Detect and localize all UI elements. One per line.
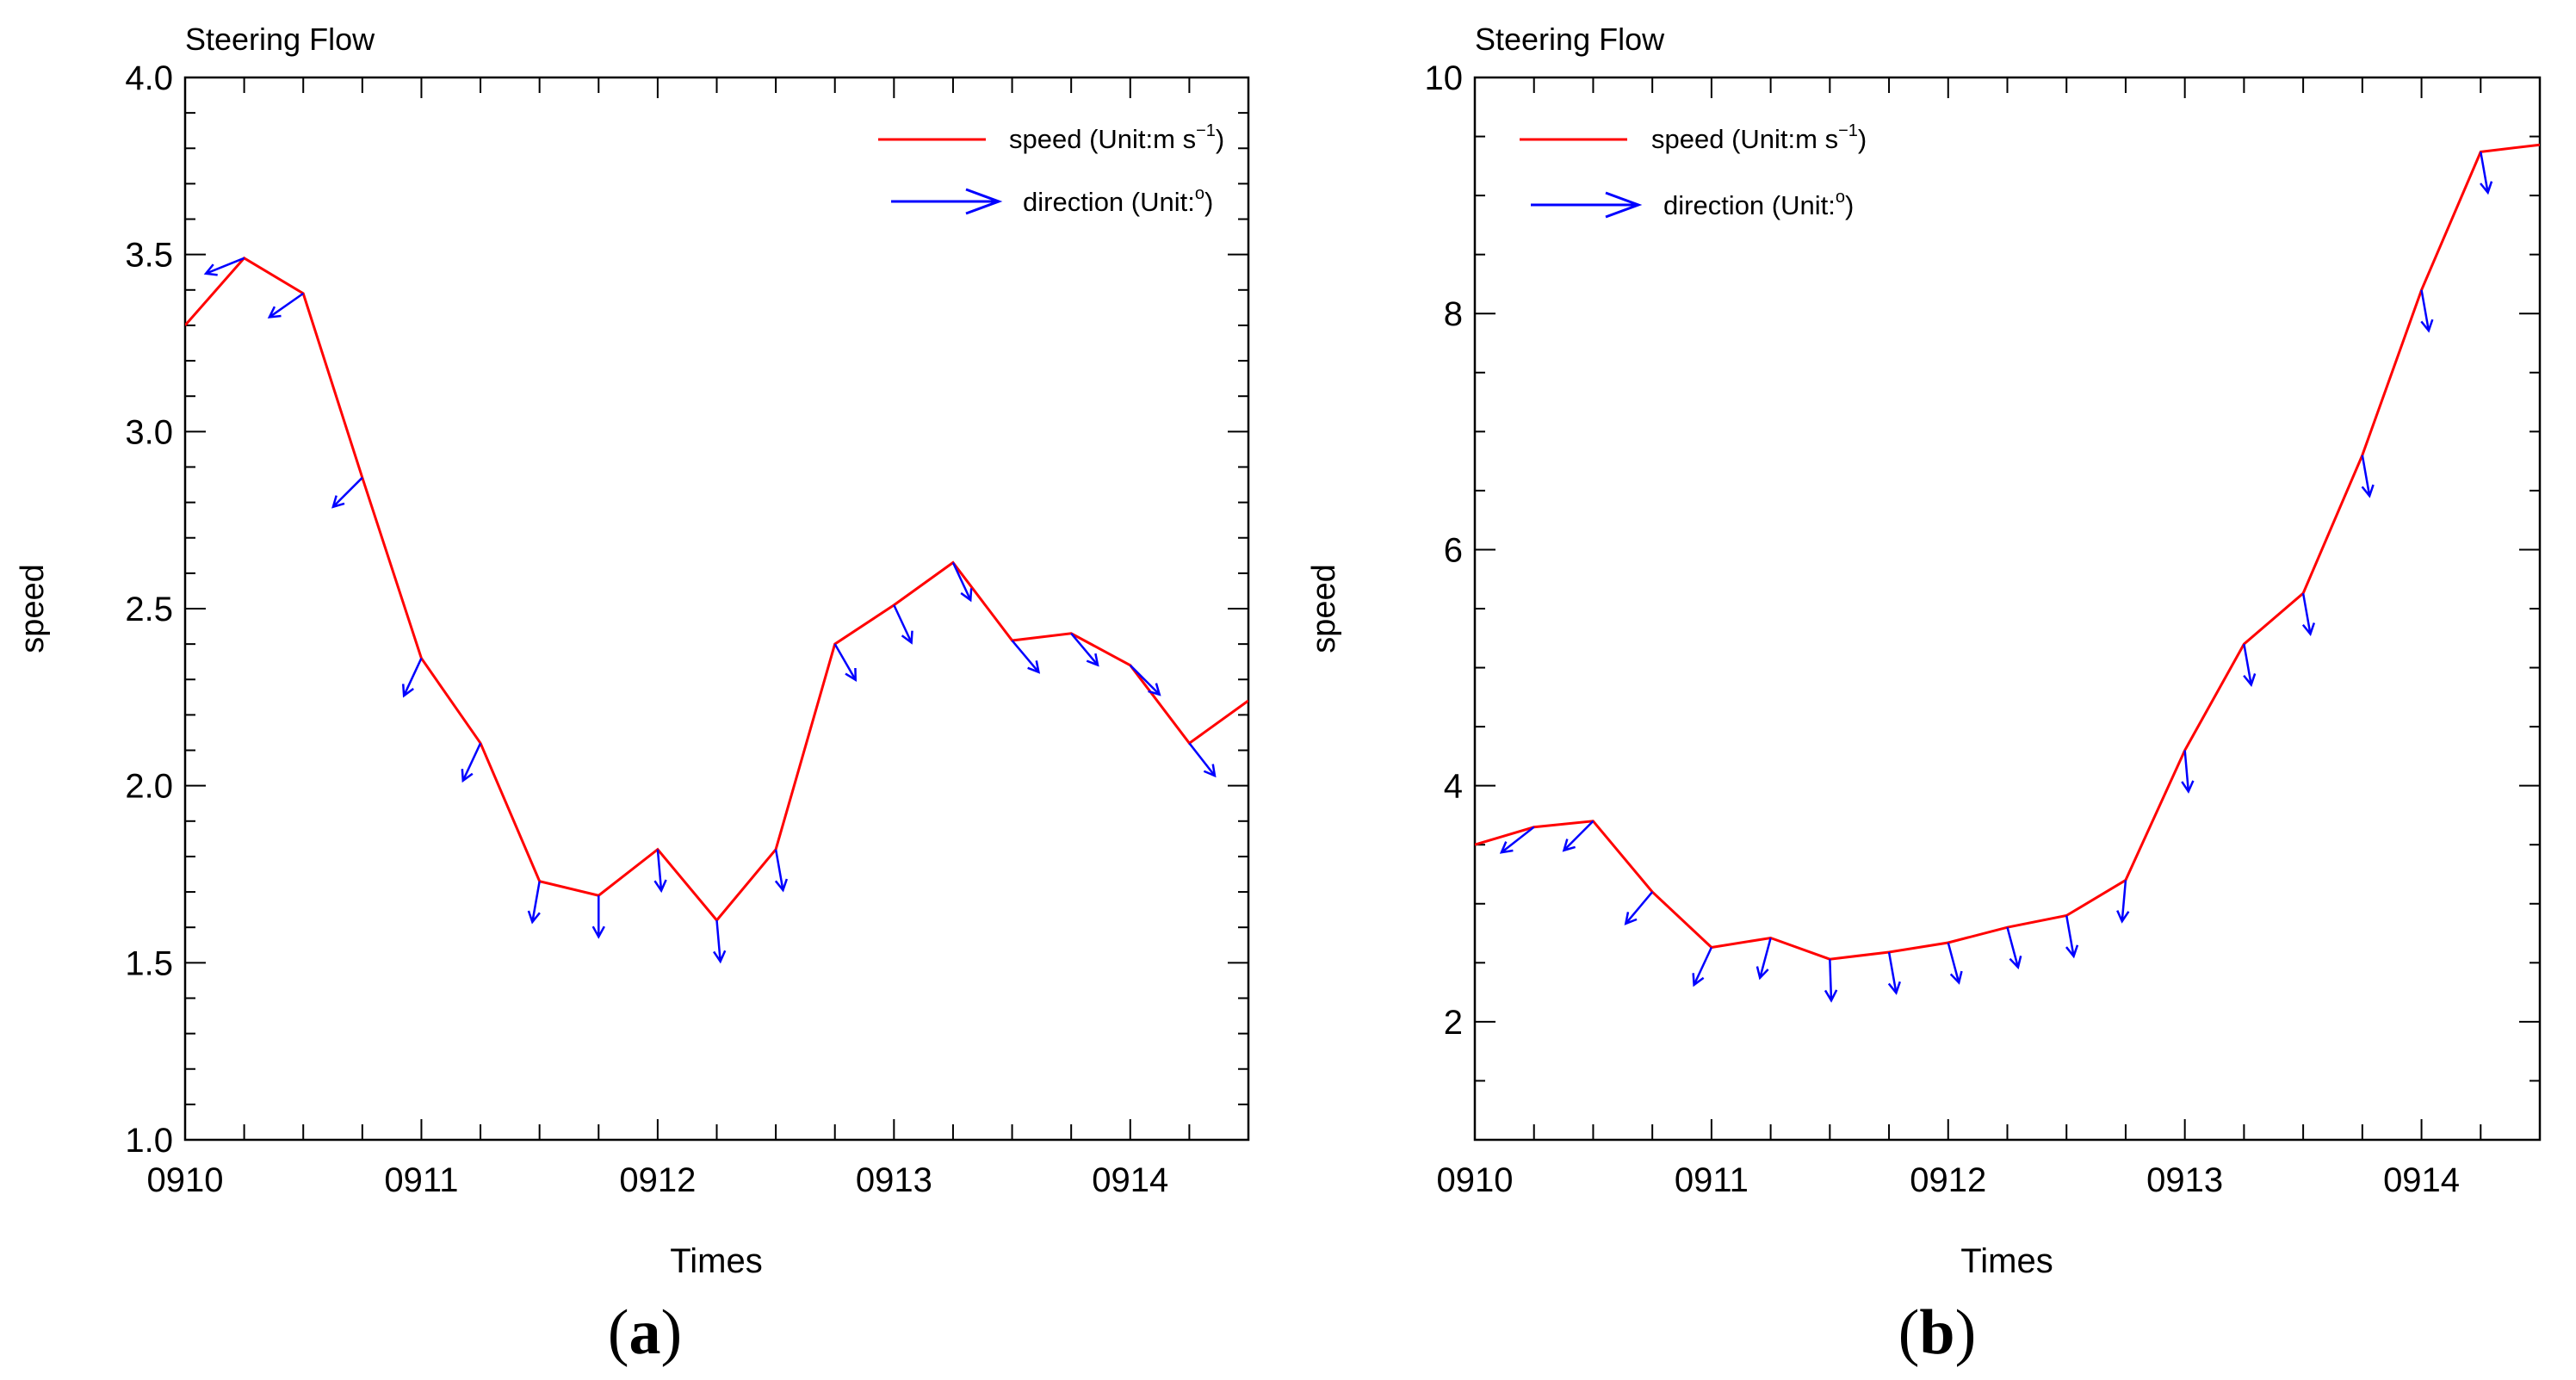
chart-title: Steering Flow [1475, 22, 1665, 57]
panel-label: (b) [1898, 1297, 1976, 1368]
chart-panel-a: 1.01.52.02.53.03.54.0 0910 0911 0912 0913 09… [15, 22, 1250, 1368]
legend: speed (Unit:m s−1) direction (Unit:o) [878, 121, 1224, 217]
direction-arrow [2181, 750, 2195, 794]
y-axis-label: speed [15, 564, 51, 653]
direction-arrow [591, 895, 605, 939]
y-tick-label: 8 [1444, 295, 1463, 333]
direction-arrow [951, 561, 973, 603]
y-tick-label: 10 [1425, 59, 1464, 97]
direction-arrow [1129, 664, 1161, 696]
x-tick-label: 0912 [1910, 1161, 1986, 1199]
direction-arrow [2243, 643, 2257, 687]
direction-arrow [267, 292, 304, 319]
legend-speed-label: speed (Unit:m s−1) [1009, 121, 1224, 154]
legend: speed (Unit:m s−1) direction (Unit:o) [1520, 121, 1867, 220]
x-axis-label: Times [670, 1242, 762, 1280]
y-tick-label: 3.5 [125, 237, 173, 275]
speed-line [1475, 143, 2540, 961]
speed-series [185, 256, 1248, 923]
y-tick-label: 1.0 [125, 1122, 173, 1160]
direction-arrow [893, 604, 913, 645]
x-tick-label: 0912 [619, 1161, 696, 1199]
x-tick-label: 0911 [384, 1161, 458, 1199]
y-tick-label: 1.5 [125, 944, 173, 982]
legend-direction-label: direction (Unit:o) [1023, 184, 1213, 217]
plot-frame [183, 76, 1250, 1142]
direction-arrow [1011, 640, 1041, 674]
y-axis-label: speed [1306, 564, 1342, 653]
direction-arrow [2301, 592, 2316, 637]
y-axis-ticks: 2 4 6 8 10 [1425, 59, 2540, 1141]
x-axis-label: Times [1960, 1242, 2053, 1280]
direction-arrow [2420, 289, 2434, 333]
legend-direction-arrow-icon [1531, 191, 1643, 219]
panel-label: (a) [608, 1297, 682, 1368]
direction-arrow [203, 257, 245, 276]
direction-series [203, 257, 1217, 964]
y-axis-ticks: 1.0 1.5 2.0 2.5 3.0 3.5 4.0 [125, 59, 1248, 1160]
y-tick-label: 2.5 [125, 591, 173, 628]
direction-arrow [1692, 946, 1713, 987]
y-tick-label: 6 [1444, 531, 1463, 569]
direction-arrow [1562, 820, 1595, 852]
x-axis-ticks: 0910 0911 0912 0913 0914 [147, 77, 1249, 1199]
y-tick-label: 4 [1444, 768, 1463, 806]
direction-arrow [833, 643, 858, 682]
speed-line [185, 256, 1248, 923]
direction-arrow [461, 742, 482, 783]
legend-direction-arrow-icon [891, 188, 1003, 215]
chart-panel-b: 2 4 6 8 10 0910 0911 0912 0913 0914 Steering Flo… [1306, 22, 2542, 1368]
direction-arrow [1947, 942, 1963, 985]
direction-arrow [1756, 938, 1772, 981]
speed-series [1475, 143, 2540, 961]
legend-direction-label: direction (Unit:o) [1663, 188, 1854, 220]
direction-arrow [2116, 880, 2130, 924]
x-tick-label: 0914 [1092, 1161, 1168, 1199]
direction-arrow [2006, 926, 2022, 970]
x-tick-label: 0914 [2383, 1161, 2460, 1199]
x-axis-ticks: 0910 0911 0912 0913 0914 [1437, 77, 2541, 1199]
direction-arrow [402, 658, 423, 698]
y-tick-label: 2.0 [125, 768, 173, 806]
direction-arrow [331, 476, 363, 509]
y-tick-label: 4.0 [125, 59, 173, 97]
direction-arrow [1188, 742, 1217, 778]
x-tick-label: 0910 [147, 1161, 224, 1199]
direction-arrow [2480, 152, 2493, 195]
direction-arrow [1824, 959, 1838, 1003]
x-tick-label: 0913 [856, 1161, 932, 1199]
x-tick-label: 0910 [1437, 1161, 1514, 1199]
direction-arrow [774, 849, 789, 893]
direction-arrow [2361, 455, 2375, 498]
direction-arrow [2065, 915, 2079, 959]
direction-arrow [653, 849, 667, 894]
y-tick-label: 2 [1444, 1004, 1463, 1042]
plot-frame [1473, 76, 2542, 1142]
x-tick-label: 0913 [2146, 1161, 2223, 1199]
direction-series [1499, 152, 2493, 1003]
direction-arrow [1499, 826, 1535, 854]
y-tick-label: 3.0 [125, 413, 173, 451]
chart-title: Steering Flow [185, 22, 375, 57]
direction-arrow [1887, 951, 1901, 995]
legend-speed-label: speed (Unit:m s−1) [1651, 121, 1867, 154]
direction-arrow [1070, 632, 1099, 667]
direction-arrow [713, 919, 727, 964]
x-tick-label: 0911 [1675, 1161, 1749, 1199]
direction-arrow [527, 881, 541, 925]
direction-arrow [1624, 891, 1654, 925]
